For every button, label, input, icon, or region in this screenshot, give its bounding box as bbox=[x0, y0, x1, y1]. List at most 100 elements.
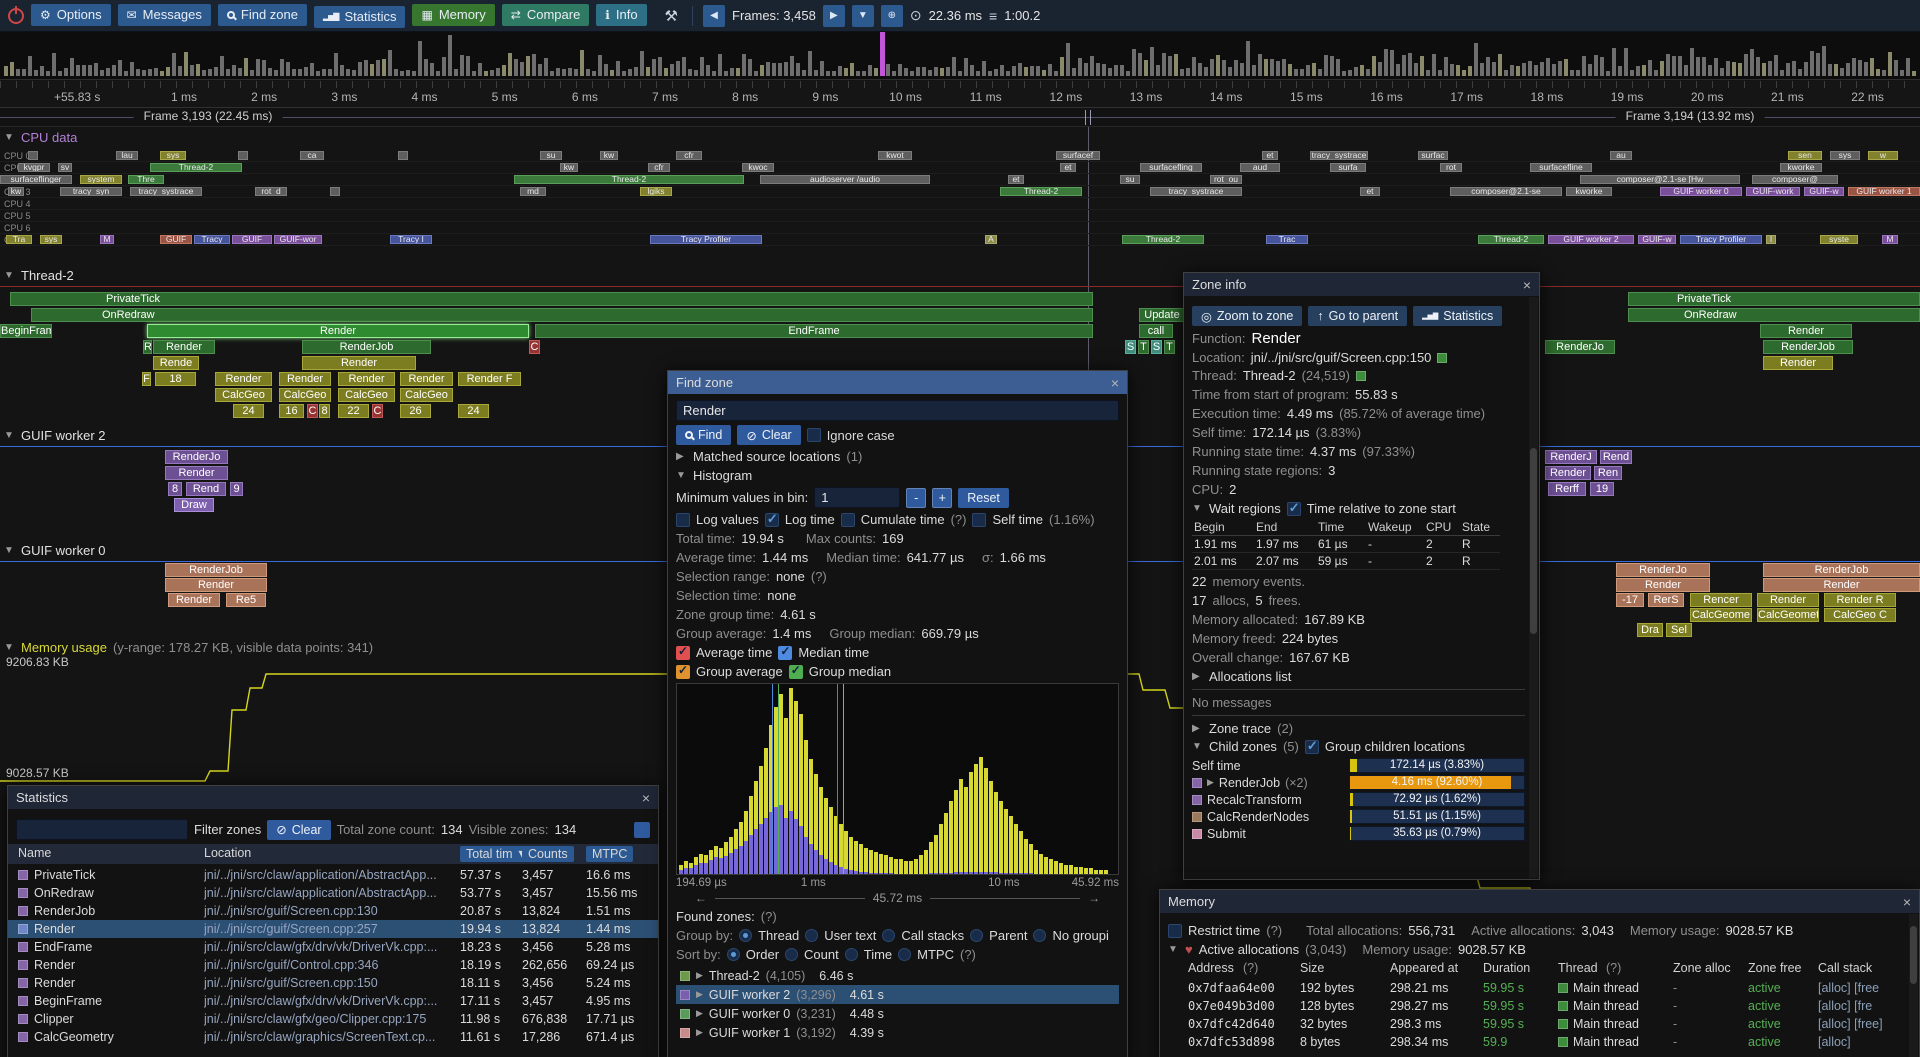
frame-bar[interactable] bbox=[1216, 55, 1220, 76]
frame-bar[interactable] bbox=[1144, 60, 1148, 76]
frame-bar[interactable] bbox=[1474, 43, 1478, 76]
close-icon[interactable]: × bbox=[1522, 276, 1531, 293]
wait-column-header[interactable]: Wakeup bbox=[1366, 519, 1424, 536]
frame-bar[interactable] bbox=[994, 69, 998, 76]
frame-bar[interactable] bbox=[490, 70, 494, 76]
close-icon[interactable]: × bbox=[1110, 374, 1119, 391]
frame-bar[interactable] bbox=[640, 51, 644, 76]
column-header-call-stack[interactable]: Call stack bbox=[1818, 961, 1873, 975]
frame-bar[interactable] bbox=[268, 68, 272, 76]
frame-bar[interactable] bbox=[814, 70, 818, 76]
cpu-zone[interactable]: su bbox=[1120, 175, 1140, 184]
frame-bar[interactable] bbox=[436, 71, 440, 76]
frame-bar[interactable] bbox=[1882, 70, 1886, 76]
child-zone-row[interactable]: ▶ RenderJob (×2) 4.16 ms (92.60%) bbox=[1192, 774, 1525, 791]
group-by-radio-parent[interactable] bbox=[970, 929, 984, 942]
frame-bar[interactable] bbox=[850, 63, 854, 76]
timeline-zone[interactable]: RenderJob bbox=[302, 340, 431, 354]
cpu-zone[interactable]: Thre bbox=[128, 175, 164, 184]
timeline-zone[interactable]: Render F bbox=[458, 372, 521, 386]
sort-by-radio-order[interactable] bbox=[726, 948, 740, 961]
frame-bar[interactable] bbox=[1816, 53, 1820, 76]
frame-bar[interactable] bbox=[178, 66, 182, 76]
frame-bar[interactable] bbox=[1876, 69, 1880, 76]
timeline-zone[interactable]: Rerff bbox=[1548, 482, 1586, 496]
cpu-zone[interactable]: GUIF-w bbox=[1804, 187, 1844, 196]
frame-bar[interactable] bbox=[1408, 53, 1412, 76]
column-header-duration[interactable]: Duration bbox=[1483, 961, 1531, 975]
cpu-zone[interactable]: A bbox=[985, 235, 997, 244]
cpu-zone[interactable]: composer@ bbox=[1752, 175, 1838, 184]
timeline-zone[interactable]: Render bbox=[1545, 466, 1591, 480]
cpu-zone[interactable]: cfr bbox=[676, 151, 702, 160]
frame-marker-left[interactable]: Frame 3,193 (22.45 ms) bbox=[133, 109, 283, 123]
frame-bar[interactable] bbox=[1852, 58, 1856, 76]
frame-bar[interactable] bbox=[514, 59, 518, 76]
cpu-zone[interactable]: Thread-2 bbox=[1000, 187, 1082, 196]
frame-marker-right[interactable]: Frame 3,194 (13.92 ms) bbox=[1615, 109, 1765, 123]
frame-bar[interactable] bbox=[832, 71, 836, 76]
timeline-zone[interactable]: Render bbox=[302, 356, 416, 370]
frame-bar[interactable] bbox=[1018, 63, 1022, 76]
timeline-zone[interactable]: Rend bbox=[186, 482, 226, 496]
frame-bar[interactable] bbox=[634, 67, 638, 76]
frame-bar[interactable] bbox=[136, 69, 140, 76]
frame-bar[interactable] bbox=[262, 60, 266, 76]
frame-bar[interactable] bbox=[778, 63, 782, 76]
power-icon[interactable] bbox=[8, 5, 24, 24]
cpu-zone[interactable]: audioserver /audio bbox=[760, 175, 930, 184]
frame-bar[interactable] bbox=[598, 55, 602, 76]
frame-bar[interactable] bbox=[16, 69, 20, 76]
frame-bar[interactable] bbox=[1702, 57, 1706, 76]
frame-bar[interactable] bbox=[1306, 65, 1310, 76]
timeline-zone[interactable]: C bbox=[372, 404, 383, 418]
timeline-zone[interactable]: Render bbox=[168, 593, 220, 607]
zone-group-row[interactable]: ▶ GUIF worker 1 (3,192) 4.39 s bbox=[676, 1023, 1119, 1042]
frame-bar[interactable] bbox=[316, 71, 320, 76]
frame-bar[interactable] bbox=[1828, 64, 1832, 76]
button-go-to-parent[interactable]: ↑ Go to parent bbox=[1308, 306, 1408, 326]
timeline-zone[interactable]: T bbox=[1138, 340, 1149, 354]
cpu-zone[interactable]: cfr bbox=[648, 163, 670, 172]
frame-bar[interactable] bbox=[724, 71, 728, 76]
frame-bar[interactable] bbox=[250, 70, 254, 76]
toolbar-button-messages[interactable]: ✉ Messages bbox=[117, 3, 211, 26]
frame-bar[interactable] bbox=[1732, 62, 1736, 76]
frame-bar[interactable] bbox=[1636, 66, 1640, 76]
table-row[interactable]: Clipper jni/../jni/src/claw/gfx/geo/Clipp… bbox=[8, 1010, 658, 1028]
frame-bar[interactable] bbox=[1528, 61, 1532, 76]
frame-bar[interactable] bbox=[454, 69, 458, 76]
cpu-zone[interactable]: Tra bbox=[6, 235, 32, 244]
frame-bar[interactable] bbox=[1162, 53, 1166, 76]
timeline-zone[interactable]: Render bbox=[1763, 578, 1920, 592]
frame-bar[interactable] bbox=[412, 71, 416, 76]
frame-bar[interactable] bbox=[1588, 64, 1592, 76]
frame-bar[interactable] bbox=[1654, 70, 1658, 76]
frame-bar[interactable] bbox=[322, 69, 326, 76]
table-row[interactable]: Render jni/../jni/src/guif/Screen.cpp:150… bbox=[8, 974, 658, 992]
frame-bar[interactable] bbox=[1552, 64, 1556, 76]
timeline-zone[interactable]: PrivateTick bbox=[10, 292, 1093, 306]
frame-bar[interactable] bbox=[1204, 67, 1208, 76]
cpu-zone[interactable]: w bbox=[1868, 151, 1898, 160]
frame-bar[interactable] bbox=[550, 71, 554, 76]
frame-bar[interactable] bbox=[772, 63, 776, 76]
frame-bar[interactable] bbox=[478, 63, 482, 76]
frame-bar[interactable] bbox=[688, 69, 692, 76]
frame-bar[interactable] bbox=[310, 63, 314, 76]
cpu-zone[interactable]: aud bbox=[1240, 163, 1280, 172]
thread-header[interactable]: ▼ Thread-2 bbox=[4, 268, 74, 283]
frame-bar[interactable] bbox=[148, 69, 152, 76]
frame-bar[interactable] bbox=[1066, 43, 1070, 76]
expand-icon[interactable]: ▶ bbox=[676, 451, 684, 462]
frame-bar[interactable] bbox=[808, 51, 812, 76]
timeline-zone[interactable]: 16 bbox=[279, 404, 304, 418]
frame-bar[interactable] bbox=[784, 62, 788, 76]
timeline-zone[interactable]: OnRedraw bbox=[31, 308, 1093, 322]
frame-bar[interactable] bbox=[820, 61, 824, 76]
frame-bar[interactable] bbox=[1804, 62, 1808, 76]
frame-bar[interactable] bbox=[874, 68, 878, 76]
column-header[interactable]: Location bbox=[204, 846, 252, 860]
frame-bar[interactable] bbox=[208, 69, 212, 76]
cpu-zone[interactable]: composer@2.1-se [Hw bbox=[1580, 175, 1740, 184]
